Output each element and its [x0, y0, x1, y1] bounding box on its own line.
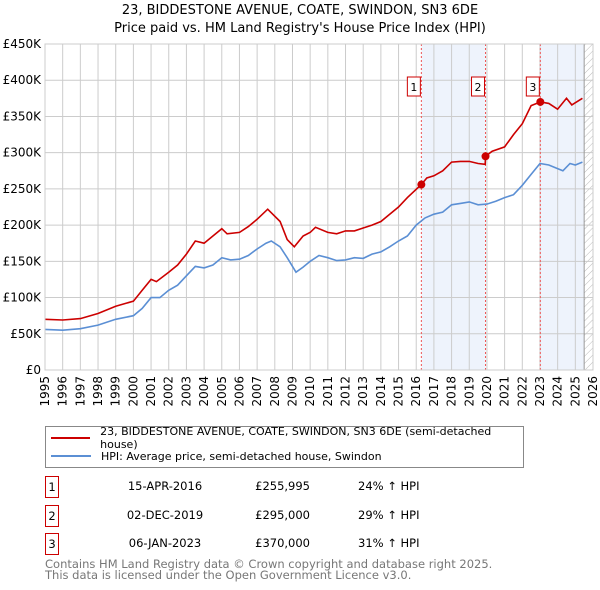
x-tick-label: 2004: [197, 376, 211, 407]
x-tick-label: 1997: [73, 376, 87, 407]
transaction-row: 1 15-APR-2016 £255,995 24% ↑ HPI: [45, 476, 445, 498]
sale-label: 1: [410, 81, 417, 94]
x-tick-label: 2024: [551, 376, 565, 407]
legend-label: 23, BIDDESTONE AVENUE, COATE, SWINDON, S…: [100, 425, 492, 451]
x-tick-label: 2003: [179, 376, 193, 407]
x-tick-label: 2009: [285, 376, 299, 407]
date: 02-DEC-2019: [126, 508, 204, 522]
series-line: [44, 97, 583, 321]
shaded-range: [540, 44, 585, 370]
y-tick-label: £150K: [3, 254, 43, 268]
transaction-row: 2 02-DEC-2019 £295,000 29% ↑ HPI: [45, 505, 445, 527]
y-tick-label: £100K: [3, 291, 43, 305]
footer-line: This data is licensed under the Open Gov…: [45, 568, 412, 582]
x-tick-label: 1999: [109, 376, 123, 407]
forecast-hatch: [584, 44, 593, 370]
x-tick-label: 2000: [126, 376, 140, 407]
x-tick-label: 2026: [586, 376, 600, 407]
x-tick-label: 2008: [268, 376, 282, 407]
y-tick-label: £250K: [3, 182, 43, 196]
x-tick-label: 2020: [480, 376, 494, 407]
y-tick-label: £50K: [10, 327, 42, 341]
sale-label-box: [471, 76, 486, 97]
hpi-change: 31% ↑ HPI: [358, 536, 420, 550]
legend-item-hpi: HPI: Average price, semi-detached house,…: [51, 448, 382, 464]
x-tick-label: 2010: [303, 376, 317, 407]
chart-title: 23, BIDDESTONE AVENUE, COATE, SWINDON, S…: [0, 2, 600, 38]
y-tick-label: £0: [26, 363, 41, 377]
title-line: 23, BIDDESTONE AVENUE, COATE, SWINDON, S…: [121, 3, 479, 18]
x-tick-label: 1996: [56, 376, 70, 407]
marker-badge: 1: [45, 476, 59, 498]
y-tick-label: £400K: [3, 73, 43, 87]
x-tick-label: 1998: [91, 376, 105, 407]
x-tick-label: 2021: [498, 376, 512, 407]
sale-label-box: [406, 76, 421, 97]
x-tick-label: 2006: [232, 376, 246, 407]
date: 15-APR-2016: [127, 479, 203, 493]
y-tick-label: £300K: [3, 146, 43, 160]
marker-badge: 2: [45, 505, 59, 527]
price: £370,000: [255, 536, 310, 550]
legend-label: HPI: Average price, semi-detached house,…: [101, 449, 382, 463]
sale-point: [536, 97, 545, 106]
x-tick-label: 2016: [409, 376, 423, 407]
shaded-range: [421, 44, 486, 370]
y-tick-label: £200K: [3, 218, 43, 232]
x-tick-label: 2023: [533, 376, 547, 407]
x-tick-label: 2005: [215, 376, 229, 407]
footer: Contains HM Land Registry data © Crown c…: [45, 557, 493, 582]
x-tick-label: 2025: [568, 376, 582, 407]
sale-label-box: [525, 76, 540, 97]
x-tick-label: 2002: [162, 376, 176, 407]
legend-swatch-blue: [51, 455, 91, 457]
x-tick-label: 2022: [515, 376, 529, 407]
footer-line: Contains HM Land Registry data © Crown c…: [45, 557, 493, 571]
price: £255,995: [255, 479, 310, 493]
x-tick-label: 1995: [38, 376, 52, 407]
hpi-change: 24% ↑ HPI: [358, 479, 420, 493]
x-tick-label: 2013: [356, 376, 370, 407]
x-tick-label: 2007: [250, 376, 264, 407]
y-tick-label: £450K: [3, 37, 43, 51]
x-tick-label: 2018: [445, 376, 459, 407]
x-tick-label: 2014: [374, 376, 388, 407]
x-tick-label: 2001: [144, 376, 158, 407]
price-chart: 1995 1996 1997 1998 1999 2000 2001 2002 2003 2004…: [3, 37, 600, 407]
marker-badge: 3: [45, 533, 59, 555]
hpi-change: 29% ↑ HPI: [358, 508, 420, 522]
legend-swatch-red: [51, 437, 91, 439]
series-line: [44, 161, 583, 332]
x-tick-label: 2017: [427, 376, 441, 407]
sale-label: 2: [475, 81, 482, 94]
sale-point: [417, 180, 426, 189]
x-tick-label: 2011: [321, 376, 335, 407]
legend-item-property: 23, BIDDESTONE AVENUE, COATE, SWINDON, S…: [51, 425, 523, 451]
x-tick-label: 2019: [462, 376, 476, 407]
sale-point: [481, 152, 490, 161]
x-tick-label: 2012: [339, 376, 353, 407]
subtitle-line: Price paid vs. HM Land Registry's House …: [114, 21, 486, 36]
plot-frame: [44, 43, 594, 371]
date: 06-JAN-2023: [128, 536, 202, 550]
y-tick-label: £350K: [3, 109, 43, 123]
transaction-row: 3 06-JAN-2023 £370,000 31% ↑ HPI: [45, 533, 445, 555]
legend: 23, BIDDESTONE AVENUE, COATE, SWINDON, S…: [45, 425, 524, 468]
price: £295,000: [255, 508, 310, 522]
x-tick-label: 2015: [392, 376, 406, 407]
sale-label: 3: [529, 81, 536, 94]
